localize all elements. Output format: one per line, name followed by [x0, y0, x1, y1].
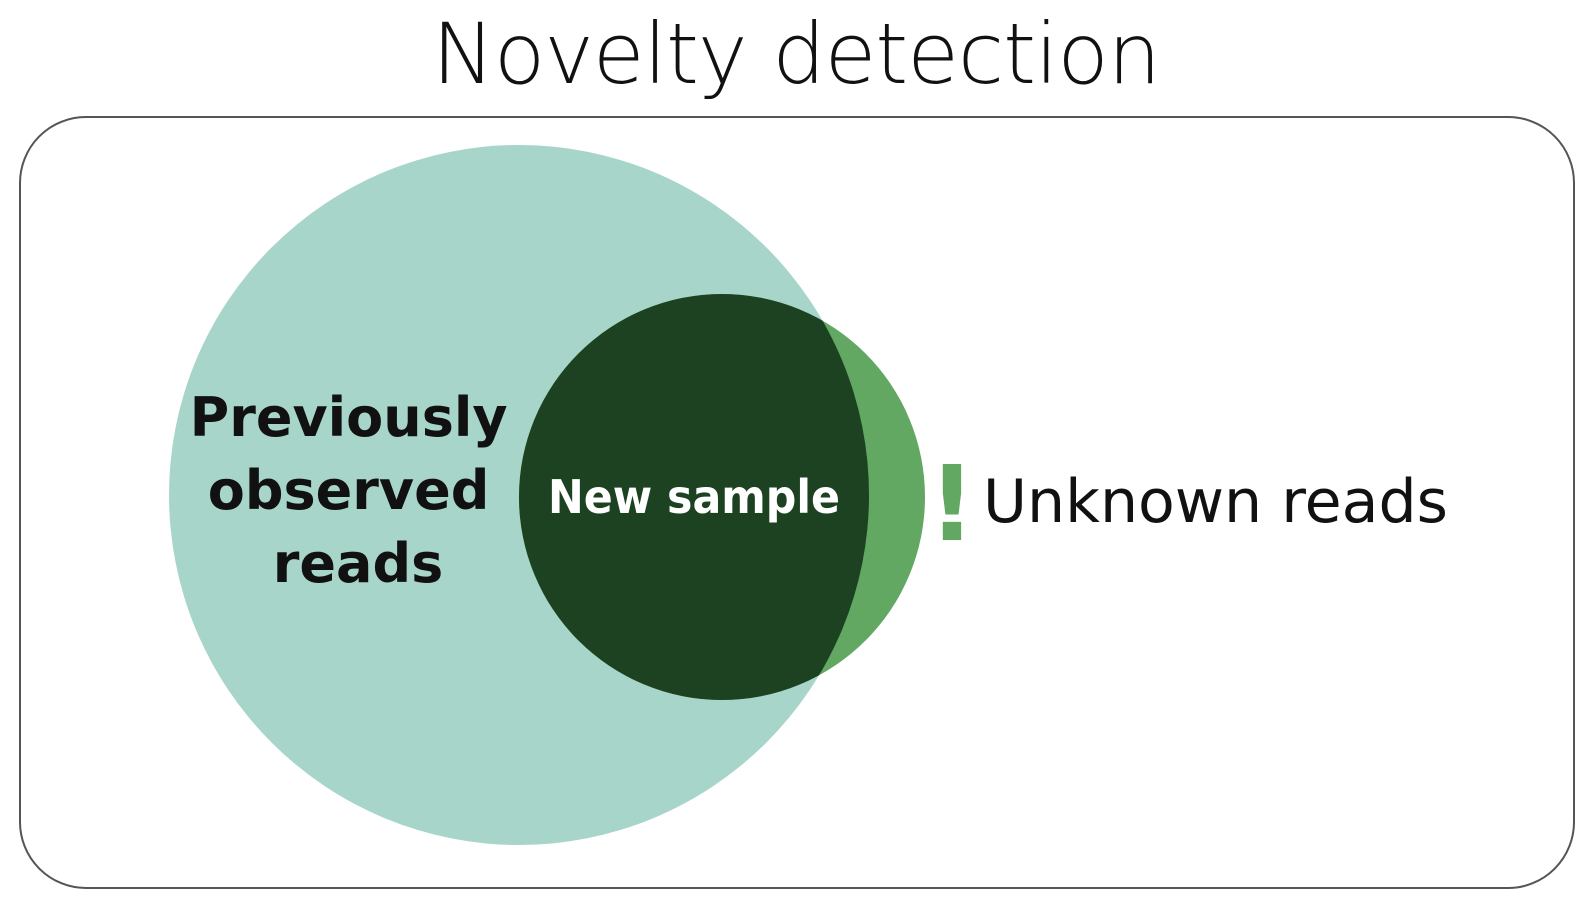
previously-observed-line-1: Previously: [190, 386, 508, 449]
page-title: Novelty detection: [431, 5, 1161, 103]
new-sample-label: New sample: [548, 470, 840, 524]
previously-observed-line-3: reads: [273, 532, 444, 595]
exclamation-icon: !: [928, 443, 975, 565]
diagram-frame: [19, 116, 1575, 889]
previously-observed-line-2: observed: [208, 459, 490, 522]
unknown-reads-label: Unknown reads: [983, 467, 1448, 537]
known-overlap-region: [519, 294, 869, 700]
previously-observed-label: Previously observed reads: [190, 386, 527, 595]
